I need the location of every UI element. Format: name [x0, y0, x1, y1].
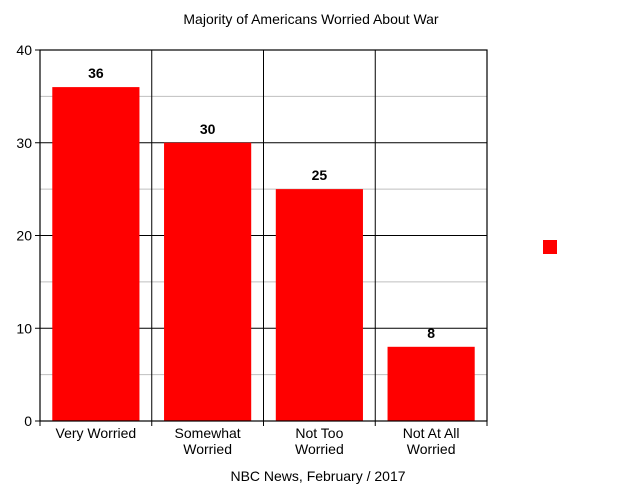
x-tick-label-4: Not At All Worried: [403, 425, 460, 457]
x-tick-label-1: Very Worried: [56, 425, 137, 441]
y-tick-label-0: 0: [24, 413, 32, 429]
data-label-1: 36: [88, 65, 104, 81]
x-tick-label-line: Somewhat: [175, 425, 241, 441]
bar-3: [275, 189, 363, 421]
bar-1: [52, 87, 140, 421]
x-axis-label: NBC News, February / 2017: [230, 468, 405, 484]
y-tick-label-10: 10: [16, 320, 32, 336]
y-tick-label-20: 20: [16, 228, 32, 244]
x-tick-label-3: Not Too Worried: [295, 425, 344, 457]
data-label-4: 8: [427, 325, 435, 341]
data-label-2: 30: [200, 121, 216, 137]
legend: [543, 240, 557, 254]
x-tick-label-line: Worried: [407, 441, 456, 457]
legend-swatch: [543, 240, 557, 254]
x-tick-label-line: Worried: [295, 441, 344, 457]
y-tick-label-30: 30: [16, 135, 32, 151]
bars: [52, 87, 475, 421]
bar-4: [387, 346, 475, 421]
x-tick-label-line: Not At All: [403, 425, 460, 441]
x-tick-label-line: Very Worried: [56, 425, 137, 441]
x-tick-label-2: Somewhat Worried: [175, 425, 241, 457]
data-label-3: 25: [312, 167, 328, 183]
chart-title: Majority of Americans Worried About War: [183, 11, 439, 27]
y-tick-label-40: 40: [16, 42, 32, 58]
x-tick-label-line: Not Too: [295, 425, 343, 441]
data-labels: 36 30 25 8: [88, 65, 435, 341]
x-tick-label-line: Worried: [183, 441, 232, 457]
bar-2: [164, 142, 252, 421]
